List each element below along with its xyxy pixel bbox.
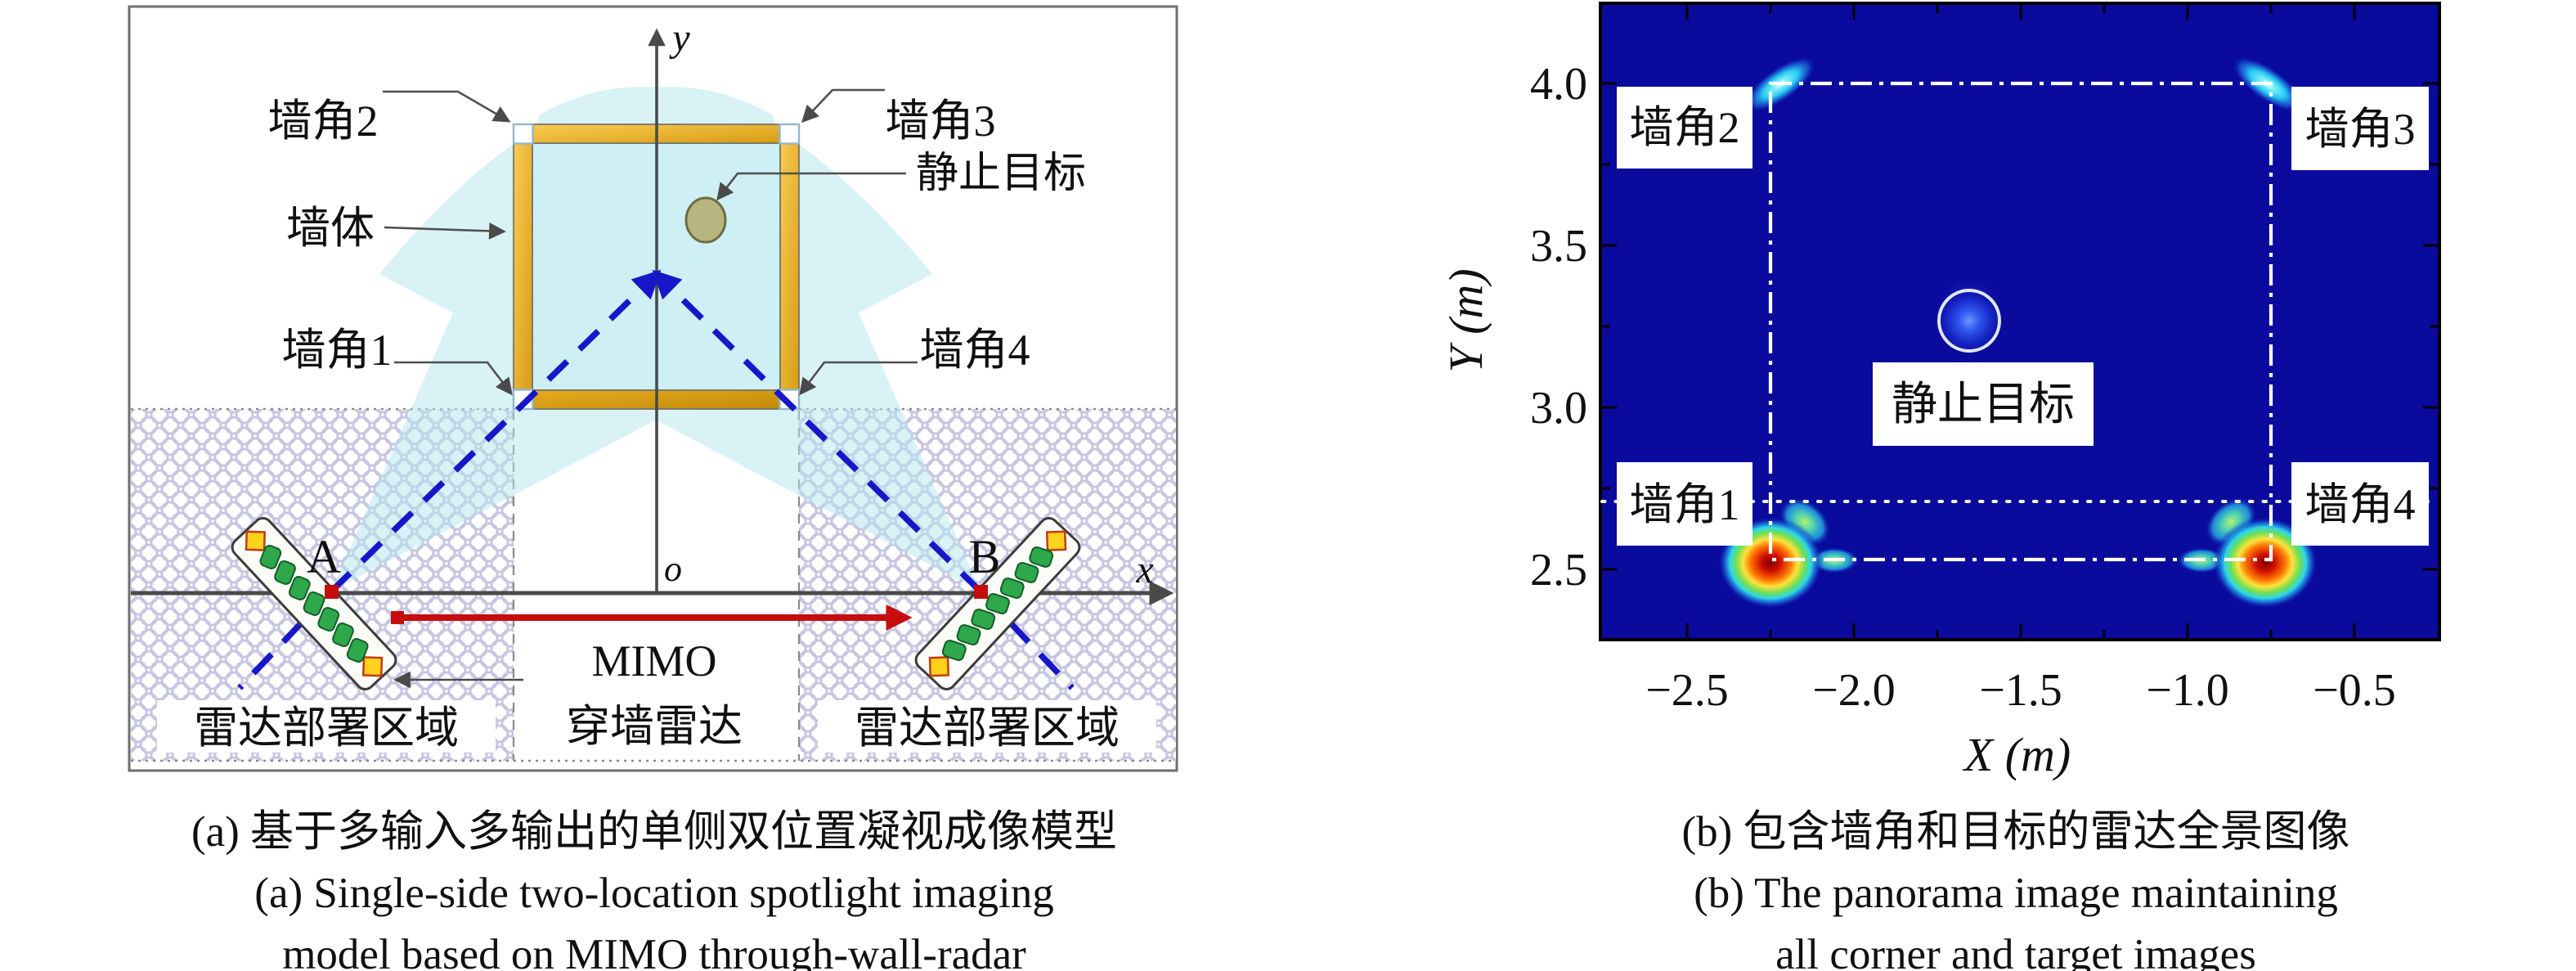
leader-corner4	[799, 361, 918, 396]
label-box-corner3	[2291, 87, 2429, 170]
x-tick--2.5: −2.5	[1645, 665, 1729, 716]
position-a-label: A	[307, 530, 341, 583]
corner-2-square	[512, 123, 534, 145]
caption-b-en-line2: all corner and target images	[1775, 931, 2256, 971]
corner-4-square	[779, 389, 801, 411]
leader-corner1	[394, 361, 513, 396]
hotspot-target-circled	[1937, 289, 2001, 353]
x-tick--2.0: −2.0	[1812, 665, 1896, 716]
corner1-label: 墙角1	[282, 326, 393, 375]
caption-b: (b) 包含墙角和目标的雷达全景图像 (b) The panorama imag…	[1537, 802, 2494, 971]
label-box-target	[1873, 362, 2094, 446]
origin-label: o	[664, 549, 682, 589]
leader-corner3	[801, 88, 885, 124]
panel-b-radar-panorama: 墙角2 墙角3 墙角1 墙角4 静止目标 4.0 3.5 3.0 2.5 −2.…	[1439, 2, 2441, 781]
y-axis-label: y	[668, 16, 690, 60]
x-tick--0.5: −0.5	[2313, 665, 2396, 716]
x-tick--1.5: −1.5	[1979, 665, 2062, 716]
target-label: 静止目标	[916, 151, 1086, 197]
y-tick-3.0: 3.0	[1530, 383, 1587, 434]
deploy-right-label-box	[818, 700, 1156, 753]
ray-a-to-room	[329, 269, 662, 594]
mimo-label-line1: MIMO	[591, 636, 716, 686]
caption-a-en-line1: (a) Single-side two-location spotlight i…	[254, 870, 1054, 917]
room-outline-dashdot	[1768, 81, 2273, 562]
wall-right	[779, 142, 800, 391]
corner3-annotation: 墙角3	[2305, 105, 2416, 154]
y-tick-labels: 4.0 3.5 3.0 2.5	[1530, 59, 1587, 596]
y-tick-4.0: 4.0	[1530, 59, 1587, 110]
label-box-corner4	[2291, 462, 2429, 546]
corner1-annotation: 墙角1	[1630, 480, 1740, 529]
label-box-corner1	[1617, 462, 1752, 546]
label-box-corner2	[1617, 87, 1752, 169]
room-corners	[512, 123, 801, 411]
wall-left	[513, 142, 533, 391]
heatmap-x-axis-title: X (m)	[1963, 728, 2071, 781]
corner4-annotation: 墙角4	[2305, 480, 2416, 529]
corner-3-square	[779, 123, 801, 145]
panel-a-imaging-model-diagram: y x o A B 墙角2	[128, 5, 1178, 772]
x-tick-labels: −2.5 −2.0 −1.5 −1.0 −0.5	[1645, 665, 2396, 716]
ray-b-to-room	[652, 269, 983, 594]
position-b-marker	[974, 585, 988, 599]
deploy-right-label: 雷达部署区域	[855, 704, 1120, 753]
corner-1-square	[512, 389, 534, 411]
leader-corner2	[383, 90, 511, 123]
x-tick--1.0: −1.0	[2146, 665, 2229, 716]
caption-a-en-line2: model based on MIMO through-wall-radar	[282, 931, 1026, 971]
position-b-label: B	[969, 530, 1001, 583]
caption-a: (a) 基于多输入多输出的单侧双位置凝视成像模型 (a) Single-side…	[79, 802, 1229, 971]
corner3-label: 墙角3	[886, 97, 996, 146]
y-tick-2.5: 2.5	[1530, 545, 1587, 596]
position-a-marker	[325, 585, 339, 599]
leader-arrows	[383, 88, 918, 396]
stationary-target-dot	[684, 196, 727, 244]
deploy-left-label-box	[157, 700, 496, 753]
caption-b-zh: (b) 包含墙角和目标的雷达全景图像	[1681, 808, 2350, 856]
caption-b-en-line1: (b) The panorama image maintaining	[1694, 870, 2338, 917]
leader-wall	[384, 222, 506, 240]
axis-ticks	[1600, 3, 2439, 640]
caption-a-zh: (a) 基于多输入多输出的单侧双位置凝视成像模型	[191, 808, 1118, 856]
target-annotation: 静止目标	[1892, 380, 2075, 430]
mimo-label-line2: 穿墙雷达	[566, 702, 743, 751]
wall-label: 墙体	[286, 204, 375, 253]
leader-target	[716, 172, 906, 201]
corner4-label: 墙角4	[920, 326, 1030, 375]
baseline-arrow-start-square	[391, 611, 404, 624]
x-axis-label: x	[1135, 548, 1153, 591]
deploy-left-label: 雷达部署区域	[194, 704, 459, 753]
heatmap-y-axis-title: Y (m)	[1439, 268, 1492, 372]
corner2-label: 墙角2	[268, 97, 379, 146]
y-tick-3.5: 3.5	[1530, 221, 1587, 272]
corner2-annotation: 墙角2	[1630, 103, 1740, 152]
